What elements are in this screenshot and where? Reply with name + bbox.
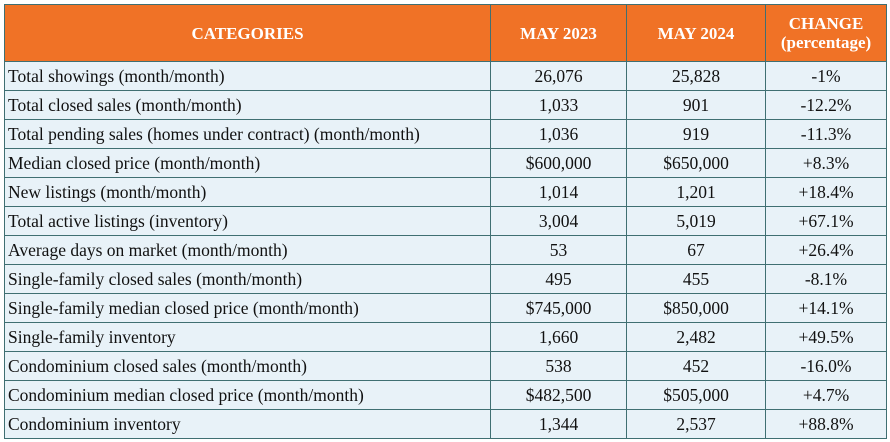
category-cell: Total pending sales (homes under contrac… [4, 119, 491, 149]
table-row: Total closed sales (month/month) 1,033 901… [4, 90, 887, 120]
category-cell: Total closed sales (month/month) [4, 90, 491, 120]
value-cell: $850,000 [626, 293, 766, 323]
value-cell: 1,033 [490, 90, 627, 120]
value-cell: +67.1% [765, 206, 887, 236]
value-cell: 452 [626, 351, 766, 381]
value-cell: 3,004 [490, 206, 627, 236]
value-cell: -16.0% [765, 351, 887, 381]
table-head: CATEGORIES MAY 2023 MAY 2024 CHANGE (percen… [4, 4, 887, 62]
header-row: CATEGORIES MAY 2023 MAY 2024 CHANGE (percen… [4, 4, 887, 62]
value-cell: 901 [626, 90, 766, 120]
value-cell: $482,500 [490, 380, 627, 410]
value-cell: 2,482 [626, 322, 766, 352]
table-row: Single-family inventory 1,660 2,482 +49.5% [4, 322, 887, 352]
category-cell: New listings (month/month) [4, 177, 491, 207]
value-cell: 455 [626, 264, 766, 294]
value-cell: 1,201 [626, 177, 766, 207]
value-cell: 1,014 [490, 177, 627, 207]
table-row: Condominium closed sales (month/month) 53… [4, 351, 887, 381]
value-cell: +8.3% [765, 148, 887, 178]
category-cell: Condominium median closed price (month/m… [4, 380, 491, 410]
table-body: Total showings (month/month) 26,076 25,828… [4, 61, 887, 439]
value-cell: 26,076 [490, 61, 627, 91]
value-cell: +18.4% [765, 177, 887, 207]
value-cell: 919 [626, 119, 766, 149]
category-cell: Average days on market (month/month) [4, 235, 491, 265]
value-cell: 5,019 [626, 206, 766, 236]
value-cell: $600,000 [490, 148, 627, 178]
value-cell: 67 [626, 235, 766, 265]
value-cell: 1,344 [490, 409, 627, 439]
value-cell: -12.2% [765, 90, 887, 120]
value-cell: +49.5% [765, 322, 887, 352]
table-row: Condominium inventory 1,344 2,537 +88.8% [4, 409, 887, 439]
value-cell: 53 [490, 235, 627, 265]
header-cell: CATEGORIES [4, 4, 491, 62]
header-cell: MAY 2023 [490, 4, 627, 62]
value-cell: $505,000 [626, 380, 766, 410]
value-cell: 1,036 [490, 119, 627, 149]
table-row: Single-family median closed price (month… [4, 293, 887, 323]
value-cell: 2,537 [626, 409, 766, 439]
table-row: Condominium median closed price (month/m… [4, 380, 887, 410]
category-cell: Single-family closed sales (month/month) [4, 264, 491, 294]
category-cell: Median closed price (month/month) [4, 148, 491, 178]
value-cell: 25,828 [626, 61, 766, 91]
table-row: Total pending sales (homes under contrac… [4, 119, 887, 149]
category-cell: Total active listings (inventory) [4, 206, 491, 236]
value-cell: $650,000 [626, 148, 766, 178]
value-cell: 1,660 [490, 322, 627, 352]
table-row: New listings (month/month) 1,014 1,201 +18.… [4, 177, 887, 207]
value-cell: +4.7% [765, 380, 887, 410]
table-row: Average days on market (month/month) 53 67… [4, 235, 887, 265]
header-cell: CHANGE (percentage) [765, 4, 887, 62]
table-row: Single-family closed sales (month/month)… [4, 264, 887, 294]
category-cell: Single-family inventory [4, 322, 491, 352]
table-row: Total showings (month/month) 26,076 25,828… [4, 61, 887, 91]
value-cell: -8.1% [765, 264, 887, 294]
category-cell: Condominium closed sales (month/month) [4, 351, 491, 381]
value-cell: $745,000 [490, 293, 627, 323]
value-cell: +88.8% [765, 409, 887, 439]
value-cell: +26.4% [765, 235, 887, 265]
value-cell: 495 [490, 264, 627, 294]
header-cell: MAY 2024 [626, 4, 766, 62]
value-cell: 538 [490, 351, 627, 381]
value-cell: -1% [765, 61, 887, 91]
value-cell: +14.1% [765, 293, 887, 323]
table-row: Median closed price (month/month) $600,00… [4, 148, 887, 178]
category-cell: Total showings (month/month) [4, 61, 491, 91]
value-cell: -11.3% [765, 119, 887, 149]
data-table: CATEGORIES MAY 2023 MAY 2024 CHANGE (percen… [4, 4, 887, 439]
category-cell: Condominium inventory [4, 409, 491, 439]
category-cell: Single-family median closed price (month… [4, 293, 491, 323]
table-row: Total active listings (inventory) 3,004 5,… [4, 206, 887, 236]
